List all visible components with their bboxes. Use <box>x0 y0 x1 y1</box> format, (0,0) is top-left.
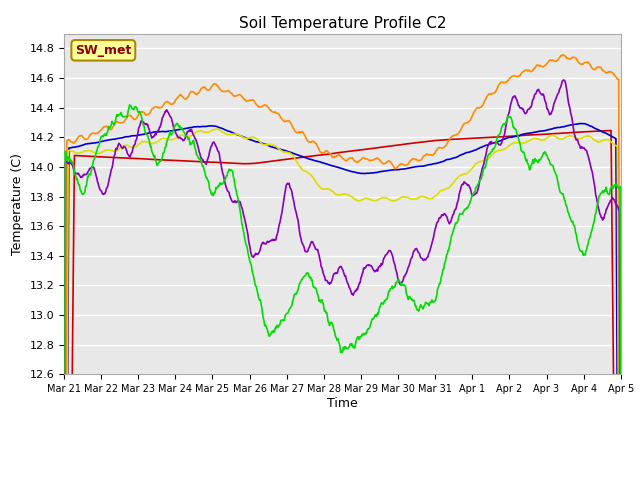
Title: Soil Temperature Profile C2: Soil Temperature Profile C2 <box>239 16 446 31</box>
Text: SW_met: SW_met <box>75 44 131 57</box>
X-axis label: Time: Time <box>327 397 358 410</box>
Legend: -32cm, -8cm, -2cm, TC_temp15, TC_temp16, TC_temp17: -32cm, -8cm, -2cm, TC_temp15, TC_temp16,… <box>96 475 589 480</box>
Y-axis label: Temperature (C): Temperature (C) <box>11 153 24 255</box>
